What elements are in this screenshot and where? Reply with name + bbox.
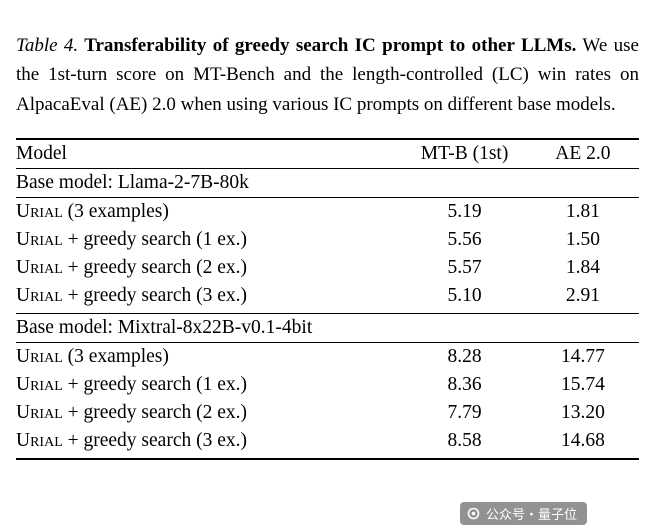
header-row: Model MT-B (1st) AE 2.0	[16, 138, 639, 170]
model-name-smallcaps: Urial	[16, 430, 63, 452]
mtb-cell: 5.10	[402, 282, 527, 315]
model-name-rest: + greedy search (2 ex.)	[62, 402, 247, 424]
table-row: Urial + greedy search (3 ex.) 5.10 2.91	[16, 282, 639, 315]
model-cell: Urial (3 examples)	[16, 343, 402, 372]
results-table: Model MT-B (1st) AE 2.0 Base model: Llam…	[16, 138, 639, 461]
table-row: Urial (3 examples) 5.19 1.81	[16, 198, 639, 227]
model-name-rest: (3 examples)	[62, 346, 169, 368]
mtb-cell: 5.56	[447, 229, 482, 251]
caption-label: Table 4.	[16, 35, 79, 56]
model-name-rest: + greedy search (3 ex.)	[62, 285, 247, 307]
model-cell: Urial + greedy search (2 ex.)	[16, 254, 402, 282]
mtb-cell: 8.36	[447, 374, 482, 396]
caption-title: Transferability of greedy search IC prom…	[78, 35, 577, 56]
watermark-text: 公众号・量子位	[485, 507, 577, 522]
section-title: Base model: Mixtral-8x22B-v0.1-4bit	[16, 313, 639, 344]
table-row: Urial + greedy search (2 ex.) 5.57 1.84	[16, 254, 639, 282]
model-cell: Urial (3 examples)	[16, 198, 402, 227]
model-name-smallcaps: Urial	[16, 257, 63, 279]
table-row: Urial + greedy search (2 ex.) 7.79 13.20	[16, 399, 639, 427]
model-name-rest: + greedy search (3 ex.)	[62, 430, 247, 452]
qbitai-logo-icon	[467, 507, 480, 520]
model-name-smallcaps: Urial	[16, 201, 63, 223]
table-row: Urial + greedy search (1 ex.) 5.56 1.50	[16, 226, 639, 254]
model-cell: Urial + greedy search (3 ex.)	[16, 427, 403, 461]
model-cell: Urial + greedy search (1 ex.)	[16, 226, 402, 254]
model-name-smallcaps: Urial	[16, 229, 63, 251]
table-row: Urial (3 examples) 8.28 14.77	[16, 343, 639, 372]
model-cell: Urial + greedy search (1 ex.)	[16, 371, 402, 399]
ae-cell: 14.68	[526, 427, 639, 461]
model-cell: Urial + greedy search (3 ex.)	[16, 282, 403, 315]
paper-page: Table 4. Transferability of greedy searc…	[16, 31, 639, 461]
section-header-row: Base model: Mixtral-8x22B-v0.1-4bit	[16, 313, 639, 344]
column-header-ae: AE 2.0	[526, 138, 639, 170]
ae-cell: 1.81	[565, 201, 600, 223]
ae-cell: 1.84	[565, 257, 600, 279]
model-name-rest: + greedy search (1 ex.)	[62, 374, 247, 396]
ae-cell: 1.50	[565, 229, 600, 251]
model-cell: Urial + greedy search (2 ex.)	[16, 399, 402, 427]
ae-cell: 15.74	[560, 374, 605, 396]
column-header-model: Model	[16, 138, 403, 170]
model-name-smallcaps: Urial	[16, 346, 63, 368]
table-row: Urial + greedy search (1 ex.) 8.36 15.74	[16, 371, 639, 399]
mtb-cell: 5.19	[447, 201, 482, 223]
mtb-cell: 7.79	[447, 402, 482, 424]
section-title: Base model: Llama-2-7B-80k	[16, 168, 639, 199]
ae-cell: 2.91	[526, 282, 639, 315]
caption-body: We use the 1st-turn score on MT-Bench an…	[16, 35, 639, 115]
model-name-smallcaps: Urial	[16, 402, 63, 424]
column-header-mtb: MT-B (1st)	[402, 138, 527, 170]
section-header-row: Base model: Llama-2-7B-80k	[16, 168, 639, 199]
model-name-rest: (3 examples)	[62, 201, 169, 223]
model-name-smallcaps: Urial	[16, 285, 63, 307]
watermark: 公众号・量子位	[459, 502, 587, 525]
table-caption: Table 4. Transferability of greedy searc…	[16, 31, 639, 119]
model-name-rest: + greedy search (2 ex.)	[62, 257, 247, 279]
ae-cell: 13.20	[560, 402, 605, 424]
mtb-cell: 5.57	[447, 257, 482, 279]
model-name-rest: + greedy search (1 ex.)	[62, 229, 247, 251]
mtb-cell: 8.58	[402, 427, 527, 461]
table-row: Urial + greedy search (3 ex.) 8.58 14.68	[16, 427, 639, 461]
model-name-smallcaps: Urial	[16, 374, 63, 396]
ae-cell: 14.77	[560, 346, 605, 368]
mtb-cell: 8.28	[447, 346, 482, 368]
